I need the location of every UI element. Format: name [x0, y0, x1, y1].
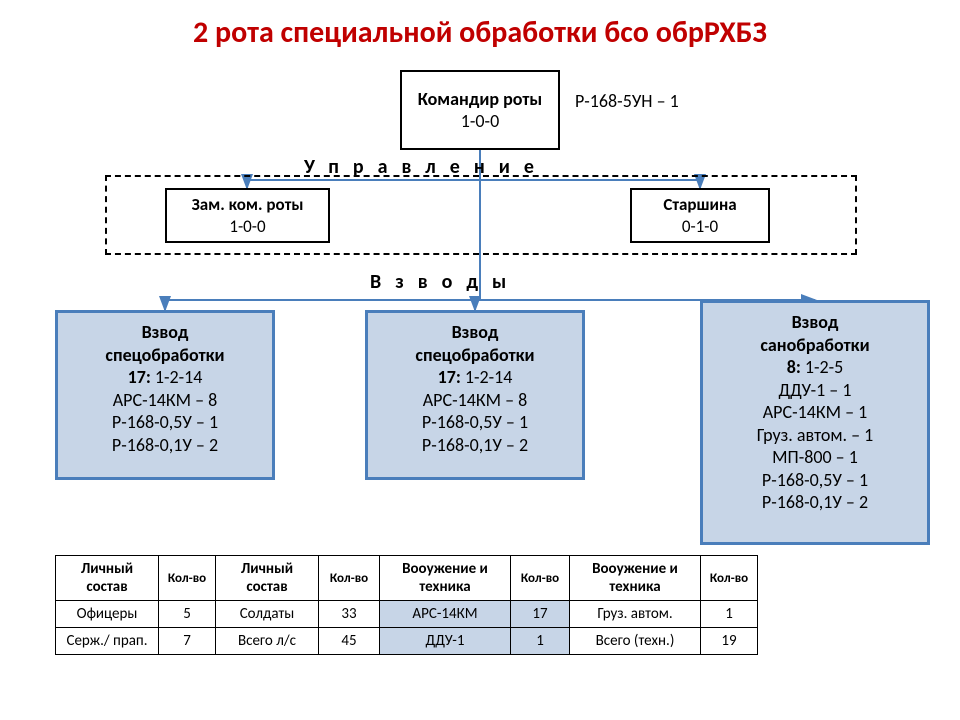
table-cell: 45: [319, 628, 380, 655]
platoon-equip-line: Р-168-0,1У – 2: [762, 491, 868, 514]
table-cell: 7: [159, 628, 216, 655]
table-cell: 17: [511, 601, 570, 628]
deputy-count: 1-0-0: [229, 216, 265, 237]
platoon-equip-line: Груз. автом. – 1: [757, 424, 874, 447]
table-row: Офицеры5Солдаты33АРС-14КМ17Груз. автом.1: [56, 601, 758, 628]
table-header-cell: Кол-во: [511, 556, 570, 601]
page-title: 2 рота специальной обработки бсо обрРХБЗ: [0, 14, 960, 51]
table-header-cell: Кол-во: [319, 556, 380, 601]
table-cell: Серж./ прап.: [56, 628, 159, 655]
table-header-cell: Вооужение и техника: [380, 556, 511, 601]
platoons-label: Взводы: [370, 270, 520, 294]
org-chart-canvas: 2 рота специальной обработки бсо обрРХБЗ…: [0, 0, 960, 720]
table-cell: ДДУ-1: [380, 628, 511, 655]
table-cell: Офицеры: [56, 601, 159, 628]
platoon-name: Взвод: [142, 321, 189, 344]
platoon-equip-line: ДДУ-1 – 1: [779, 379, 852, 402]
platoon-equip-line: Р-168-0,1У – 2: [112, 434, 218, 457]
table-cell: Всего (техн.): [570, 628, 701, 655]
platoon-name: Взвод: [452, 321, 499, 344]
commander-title: Командир роты: [418, 88, 543, 111]
table-header-cell: Кол-во: [701, 556, 758, 601]
starshina-title: Старшина: [663, 194, 736, 215]
platoon-equip-line: Р-168-0,5У – 1: [422, 411, 528, 434]
platoon-name: Взвод: [792, 311, 839, 334]
deputy-box: Зам. ком. роты 1-0-0: [165, 188, 330, 243]
platoon-box: Взводсанобработки8: 1-2-5ДДУ-1 – 1АРС-14…: [700, 300, 930, 545]
platoon-total: 8: 1-2-5: [787, 356, 844, 379]
commander-count: 1-0-0: [461, 110, 499, 133]
table-header-cell: Личный состав: [56, 556, 159, 601]
table-cell: 19: [701, 628, 758, 655]
table-header-cell: Вооужение и техника: [570, 556, 701, 601]
table-header-cell: Личный состав: [216, 556, 319, 601]
platoon-name2: санобработки: [760, 334, 869, 357]
side-note: Р-168-5УН – 1: [575, 90, 679, 112]
deputy-title: Зам. ком. роты: [192, 194, 304, 215]
table-header-row: Личный составКол-воЛичный составКол-воВо…: [56, 556, 758, 601]
platoon-box: Взводспецобработки17: 1-2-14АРС-14КМ – 8…: [365, 310, 585, 480]
table-cell: 1: [701, 601, 758, 628]
platoon-name2: спецобработки: [105, 344, 224, 367]
table-cell: Всего л/с: [216, 628, 319, 655]
table-cell: 1: [511, 628, 570, 655]
platoon-name2: спецобработки: [415, 344, 534, 367]
platoon-equip-line: Р-168-0,5У – 1: [112, 411, 218, 434]
table-header-cell: Кол-во: [159, 556, 216, 601]
starshina-box: Старшина 0-1-0: [630, 188, 770, 243]
table-cell: Солдаты: [216, 601, 319, 628]
platoon-equip-line: АРС-14КМ – 8: [113, 389, 217, 412]
platoon-equip-line: АРС-14КМ – 8: [423, 389, 527, 412]
platoon-equip-line: Р-168-0,1У – 2: [422, 434, 528, 457]
table-cell: Груз. автом.: [570, 601, 701, 628]
table-row: Серж./ прап.7Всего л/с45ДДУ-11Всего (тех…: [56, 628, 758, 655]
platoon-total: 17: 1-2-14: [128, 366, 203, 389]
platoon-equip-line: Р-168-0,5У – 1: [762, 469, 868, 492]
table-cell: АРС-14КМ: [380, 601, 511, 628]
summary-table: Личный составКол-воЛичный составКол-воВо…: [55, 555, 758, 655]
platoon-equip-line: АРС-14КМ – 1: [763, 401, 867, 424]
platoon-equip-line: МП-800 – 1: [772, 446, 858, 469]
table-cell: 5: [159, 601, 216, 628]
platoon-total: 17: 1-2-14: [438, 366, 513, 389]
commander-box: Командир роты 1-0-0: [400, 70, 560, 150]
platoon-box: Взводспецобработки17: 1-2-14АРС-14КМ – 8…: [55, 310, 275, 480]
table-cell: 33: [319, 601, 380, 628]
starshina-count: 0-1-0: [682, 216, 718, 237]
